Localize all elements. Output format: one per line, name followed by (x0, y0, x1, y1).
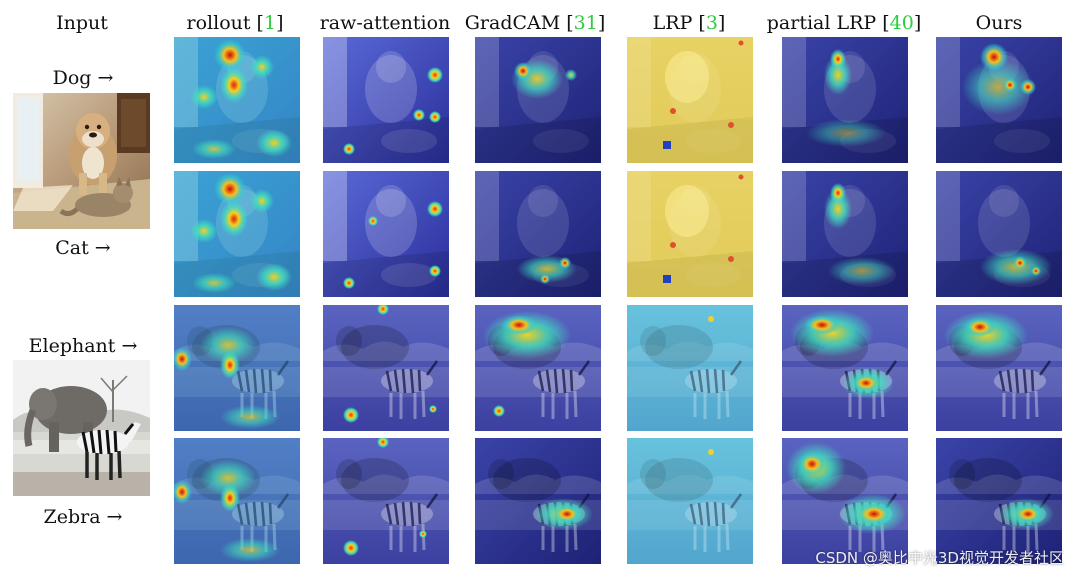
heatmap-cat-partial-lrp (782, 171, 908, 297)
input-image-dog-cat (13, 93, 150, 229)
heatmap-cat-gradcam (475, 171, 601, 297)
heatmap-elephant-partial-lrp (782, 305, 908, 431)
citation-ref[interactable]: 31 (573, 12, 598, 34)
heatmap-dog-rollout (174, 37, 300, 163)
heatmap-dog-raw-attention (323, 37, 449, 163)
header-gradcam: GradCAM [31] (464, 12, 606, 34)
heatmap-zebra-gradcam (475, 438, 601, 564)
method-name: Ours (975, 12, 1023, 34)
heatmap-zebra-lrp (627, 438, 753, 564)
header-raw-attention: raw-attention (310, 10, 460, 36)
heatmap-cat-raw-attention (323, 171, 449, 297)
heatmap-elephant-gradcam (475, 305, 601, 431)
label-dog: Dog → (52, 67, 114, 89)
label-elephant: Elephant → (28, 335, 138, 357)
method-name: partial LRP (766, 12, 877, 34)
label-zebra: Zebra → (43, 506, 123, 528)
header-input: Input (56, 12, 108, 34)
heatmap-cat-lrp (627, 171, 753, 297)
method-name: rollout (186, 12, 251, 34)
method-name: GradCAM (464, 12, 561, 34)
watermark: CSDN @奥比中光3D视觉开发者社区 (815, 549, 1064, 567)
heatmap-dog-partial-lrp (782, 37, 908, 163)
header-ours: Ours (924, 10, 1074, 36)
heatmap-elephant-raw-attention (323, 305, 449, 431)
heatmap-zebra-ours (936, 438, 1062, 564)
citation-ref[interactable]: 3 (705, 12, 718, 34)
heatmap-elephant-ours (936, 305, 1062, 431)
header-rollout: rollout [1] (186, 12, 284, 34)
heatmap-zebra-partial-lrp (782, 438, 908, 564)
citation-ref[interactable]: 1 (263, 12, 277, 34)
label-cat: Cat → (55, 237, 111, 259)
method-name: raw-attention (319, 12, 451, 34)
heatmap-cat-rollout (174, 171, 300, 297)
citation-ref[interactable]: 40 (889, 12, 914, 34)
heatmap-dog-lrp (627, 37, 753, 163)
heatmap-zebra-rollout (174, 438, 300, 564)
header-lrp: LRP [3] (652, 12, 726, 34)
method-name: LRP (652, 12, 693, 34)
heatmap-elephant-lrp (627, 305, 753, 431)
header-partial-lrp: partial LRP [40] (766, 12, 922, 34)
heatmap-cat-ours (936, 171, 1062, 297)
input-image-elephant-zebra (13, 360, 150, 496)
heatmap-zebra-raw-attention (323, 438, 449, 564)
heatmap-elephant-rollout (174, 305, 300, 431)
heatmap-dog-ours (936, 37, 1062, 163)
heatmap-dog-gradcam (475, 37, 601, 163)
